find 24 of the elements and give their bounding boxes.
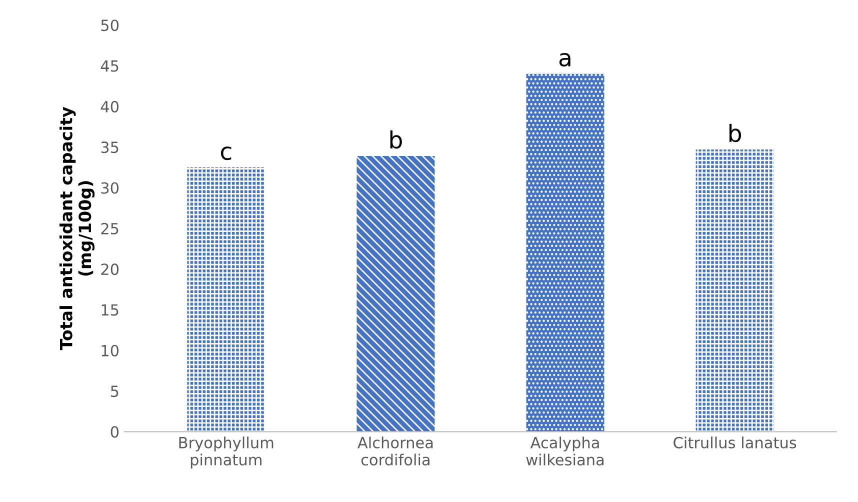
y-tick-label: 10 — [102, 344, 119, 356]
annotation: b — [729, 124, 742, 142]
y-tick-label: 0 — [110, 426, 119, 438]
y-tick-label: 50 — [101, 20, 119, 32]
x-tick-label: Acalypha wilkesiana — [526, 436, 604, 466]
bar — [696, 150, 774, 432]
x-tick-label: Alchornea cordifolia — [358, 436, 433, 466]
y-tick-label: 5 — [111, 386, 118, 398]
bar — [356, 156, 435, 432]
y-tick-label: 25 — [101, 222, 118, 234]
annotation: c — [220, 146, 232, 160]
y-axis-title: Total antioxidant capacity (mg/100g) — [60, 106, 95, 350]
y-tick-label: 15 — [102, 304, 118, 316]
y-tick-label: 20 — [101, 264, 119, 276]
annotation: a — [559, 52, 570, 67]
y-tick-label: 35 — [101, 142, 118, 154]
x-tick-label: Citrullus lanatus — [674, 436, 796, 448]
y-tick-label: 45 — [100, 60, 118, 72]
y-tick-label: 30 — [101, 182, 119, 194]
bar — [187, 167, 266, 432]
bar — [526, 74, 604, 432]
x-tick-label: Bryophyllum pinnatum — [179, 436, 274, 468]
y-tick-label: 40 — [100, 100, 119, 112]
annotation: b — [390, 130, 402, 149]
